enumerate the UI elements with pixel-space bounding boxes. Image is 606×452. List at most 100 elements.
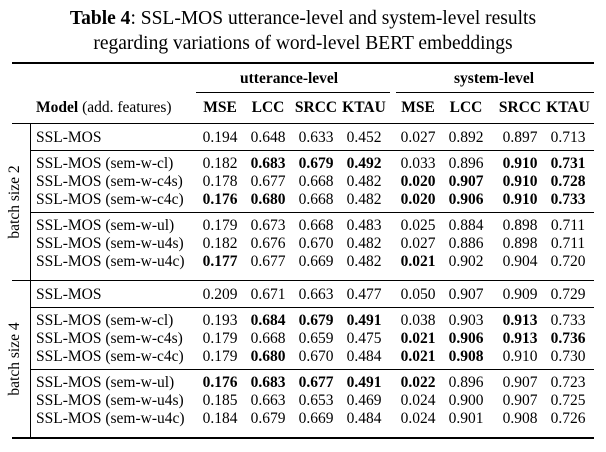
model-name: SSL-MOS (sem-w-c4c) <box>36 348 184 365</box>
value-cell: 0.684 <box>250 312 286 329</box>
group-separator <box>30 212 594 213</box>
group-separator <box>30 307 594 308</box>
value-cell: 0.736 <box>550 330 586 347</box>
value-cell: 0.209 <box>202 286 238 303</box>
value-cell: 0.683 <box>250 374 286 391</box>
value-cell: 0.913 <box>502 330 538 347</box>
value-cell: 0.038 <box>400 312 436 329</box>
value-cell: 0.452 <box>346 129 382 146</box>
group-separator <box>30 150 594 151</box>
value-cell: 0.477 <box>346 286 382 303</box>
value-cell: 0.896 <box>448 155 484 172</box>
value-cell: 0.025 <box>400 217 436 234</box>
value-cell: 0.720 <box>550 253 586 270</box>
model-header-label: Model <box>36 99 79 116</box>
value-cell: 0.713 <box>550 129 586 146</box>
model-name: SSL-MOS (sem-w-c4s) <box>36 330 183 347</box>
value-cell: 0.677 <box>298 374 334 391</box>
model-name: SSL-MOS (sem-w-u4c) <box>36 253 185 270</box>
column-header: LCC <box>251 99 285 116</box>
model-name: SSL-MOS <box>36 286 102 303</box>
value-cell: 0.729 <box>550 286 586 303</box>
group-rule-utterance <box>196 92 390 93</box>
value-cell: 0.903 <box>448 312 484 329</box>
column-header: SRCC <box>498 99 542 116</box>
value-cell: 0.910 <box>502 191 538 208</box>
value-cell: 0.728 <box>550 173 586 190</box>
value-cell: 0.676 <box>250 235 286 252</box>
value-cell: 0.024 <box>400 410 436 427</box>
value-cell: 0.027 <box>400 129 436 146</box>
value-cell: 0.668 <box>298 191 334 208</box>
block-separator <box>12 280 594 281</box>
model-name: SSL-MOS (sem-w-ul) <box>36 374 175 391</box>
value-cell: 0.898 <box>502 217 538 234</box>
model-name: SSL-MOS <box>36 129 102 146</box>
value-cell: 0.669 <box>298 253 334 270</box>
model-name: SSL-MOS (sem-w-u4c) <box>36 410 185 427</box>
value-cell: 0.021 <box>400 348 436 365</box>
value-cell: 0.677 <box>250 173 286 190</box>
value-cell: 0.907 <box>502 374 538 391</box>
value-cell: 0.679 <box>298 312 334 329</box>
value-cell: 0.910 <box>502 155 538 172</box>
caption-label: Table 4 <box>69 8 131 29</box>
model-name: SSL-MOS (sem-w-u4s) <box>36 392 184 409</box>
value-cell: 0.897 <box>502 129 538 146</box>
model-name: SSL-MOS (sem-w-c4s) <box>36 173 183 190</box>
table-top-rule <box>12 62 594 64</box>
value-cell: 0.668 <box>298 173 334 190</box>
value-cell: 0.024 <box>400 392 436 409</box>
value-cell: 0.182 <box>202 235 238 252</box>
value-cell: 0.659 <box>298 330 334 347</box>
caption-line-2: regarding variations of word-level BERT … <box>93 33 513 54</box>
value-cell: 0.469 <box>346 392 382 409</box>
column-header: SRCC <box>294 99 338 116</box>
value-cell: 0.733 <box>550 312 586 329</box>
value-cell: 0.179 <box>202 348 238 365</box>
value-cell: 0.680 <box>250 348 286 365</box>
value-cell: 0.892 <box>448 129 484 146</box>
value-cell: 0.711 <box>550 235 586 252</box>
value-cell: 0.902 <box>448 253 484 270</box>
value-cell: 0.907 <box>448 173 484 190</box>
value-cell: 0.906 <box>448 330 484 347</box>
value-cell: 0.648 <box>250 129 286 146</box>
value-cell: 0.733 <box>550 191 586 208</box>
value-cell: 0.910 <box>502 173 538 190</box>
batch-size-label: batch size 4 <box>6 321 23 396</box>
value-cell: 0.483 <box>346 217 382 234</box>
model-name: SSL-MOS (sem-w-cl) <box>36 312 174 329</box>
value-cell: 0.491 <box>346 374 382 391</box>
value-cell: 0.670 <box>298 348 334 365</box>
value-cell: 0.906 <box>448 191 484 208</box>
value-cell: 0.679 <box>250 410 286 427</box>
header-rule <box>12 123 594 124</box>
value-cell: 0.179 <box>202 330 238 347</box>
model-name: SSL-MOS (sem-w-c4c) <box>36 191 184 208</box>
value-cell: 0.908 <box>502 410 538 427</box>
value-cell: 0.475 <box>346 330 382 347</box>
value-cell: 0.179 <box>202 217 238 234</box>
column-header: MSE <box>203 99 237 116</box>
model-name: SSL-MOS (sem-w-ul) <box>36 217 175 234</box>
value-cell: 0.482 <box>346 253 382 270</box>
value-cell: 0.484 <box>346 410 382 427</box>
column-header: KTAU <box>546 99 590 116</box>
value-cell: 0.178 <box>202 173 238 190</box>
caption-line-1: Table 4: SSL-MOS utterance-level and sys… <box>0 6 606 31</box>
value-cell: 0.900 <box>448 392 484 409</box>
column-header: MSE <box>401 99 435 116</box>
value-cell: 0.886 <box>448 235 484 252</box>
value-cell: 0.901 <box>448 410 484 427</box>
group-header-utterance: utterance-level <box>240 70 339 87</box>
value-cell: 0.633 <box>298 129 334 146</box>
model-name: SSL-MOS (sem-w-cl) <box>36 155 174 172</box>
value-cell: 0.653 <box>298 392 334 409</box>
value-cell: 0.482 <box>346 191 382 208</box>
value-cell: 0.663 <box>298 286 334 303</box>
value-cell: 0.021 <box>400 253 436 270</box>
value-cell: 0.663 <box>250 392 286 409</box>
column-header: LCC <box>449 99 483 116</box>
value-cell: 0.668 <box>298 217 334 234</box>
